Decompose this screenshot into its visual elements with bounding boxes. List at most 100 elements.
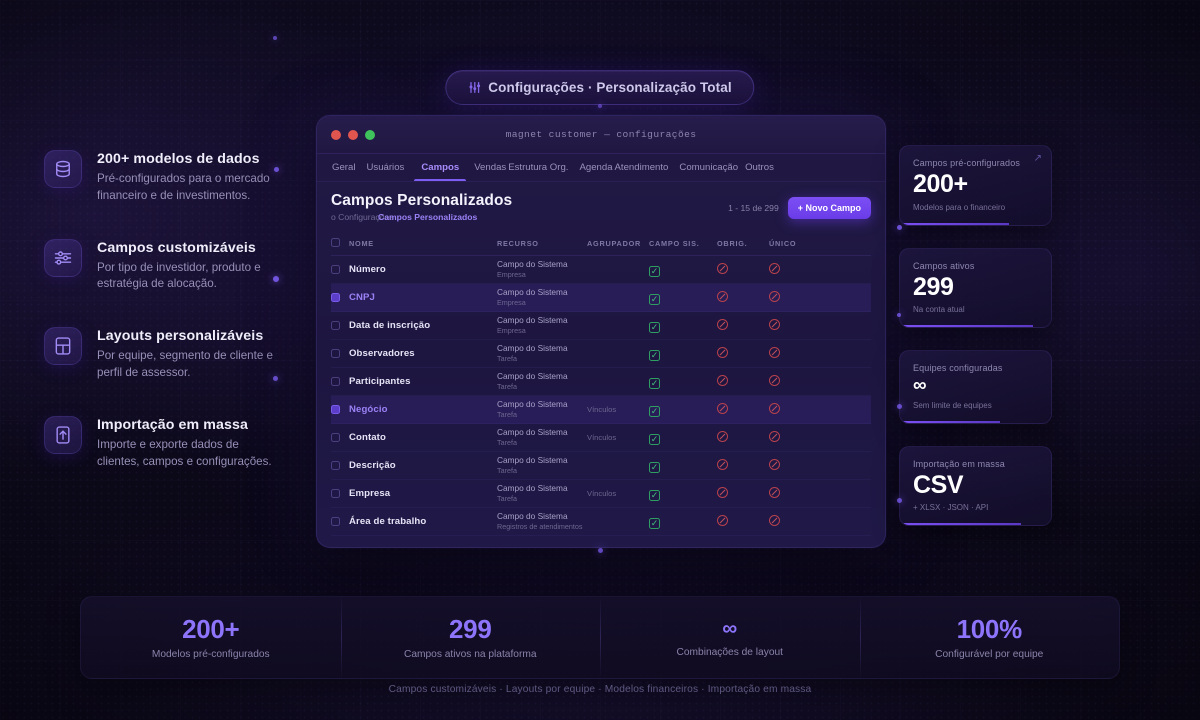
decorative-dot [897, 313, 901, 317]
row-checkbox[interactable] [331, 348, 340, 358]
table-row[interactable]: Empresa Campo do Sistema Tarefa Vínculos ✓ [331, 480, 871, 508]
row-checkbox[interactable] [331, 432, 340, 442]
field-campo-sistema-cell: ✓ [649, 401, 717, 419]
row-checkbox[interactable] [331, 516, 340, 526]
field-unico-cell [769, 373, 821, 391]
minimize-button[interactable] [348, 129, 358, 140]
stat-item: 100% Configurável por equipe [859, 594, 1120, 680]
field-resource-sub: Tarefa [497, 353, 517, 363]
campo-sistema-yes-icon: ✓ [649, 349, 660, 361]
add-field-button[interactable]: + Novo Campo [787, 197, 871, 219]
row-checkbox[interactable] [331, 404, 340, 414]
not-allowed-icon [717, 374, 728, 386]
row-checkbox[interactable] [331, 460, 340, 470]
not-allowed-icon [769, 262, 780, 274]
page-header-left: Campos Personalizados o Configurações Ca… [331, 192, 512, 223]
column-header-nome[interactable]: NOME [349, 239, 374, 248]
row-checkbox[interactable] [331, 376, 340, 386]
field-obrigatorio-cell [717, 457, 769, 475]
row-select-cell [331, 429, 349, 447]
field-name: Negócio [349, 404, 388, 415]
field-resource-sub: Registros de atendimentos [497, 521, 583, 531]
field-resource-sub: Tarefa [497, 381, 517, 391]
not-allowed-icon [769, 318, 780, 330]
decorative-dot [598, 104, 602, 108]
field-name: CNPJ [349, 292, 375, 303]
summary-stats-bar: 200+ Modelos pré-configurados 299 Campos… [80, 594, 1120, 680]
field-resource: Campo do Sistema Empresa [497, 288, 587, 307]
tab-atendimento[interactable]: Atendimento [614, 162, 669, 173]
row-checkbox[interactable] [331, 264, 340, 274]
close-button[interactable] [331, 129, 341, 140]
column-header-campo-sis[interactable]: CAMPO SIS. [649, 239, 700, 248]
field-obrigatorio-cell [717, 317, 769, 335]
decorative-dot [897, 498, 902, 503]
metric-card[interactable]: ↗ Campos pré-configurados 200+ Modelos p… [899, 145, 1052, 226]
not-allowed-icon [769, 290, 780, 302]
field-resource-sub: Empresa [497, 325, 526, 335]
metric-card-list: ↗ Campos pré-configurados 200+ Modelos p… [899, 145, 1052, 527]
tab-outros[interactable]: Outros [745, 162, 774, 173]
not-allowed-icon [717, 346, 728, 358]
table-row[interactable]: Área de trabalho Campo do Sistema Registro… [331, 508, 871, 536]
pagination-label: 1 - 15 de 299 [728, 203, 779, 213]
metric-card-sub: Modelos para o financeiro [913, 202, 1006, 212]
row-checkbox[interactable] [331, 488, 340, 498]
field-name: Área de trabalho [349, 516, 427, 527]
row-select-cell [331, 401, 349, 419]
field-resource-main: Campo do Sistema [497, 455, 568, 466]
stat-item: 299 Campos ativos na plataforma [340, 594, 601, 680]
maximize-button[interactable] [365, 129, 375, 140]
column-header-obrig[interactable]: OBRIG. [717, 239, 748, 248]
feature-title: Importação em massa [97, 416, 248, 433]
field-resource: Campo do Sistema Empresa [497, 316, 587, 335]
table-body: Número Campo do Sistema Empresa ✓ CNPJ Campo … [331, 256, 871, 536]
select-all-checkbox[interactable] [331, 238, 340, 247]
tab-agenda[interactable]: Agenda [579, 162, 613, 173]
stat-item: ∞ Combinações de layout [600, 597, 860, 678]
metric-card-value: 299 [913, 272, 954, 301]
sliders-icon [468, 81, 481, 94]
page-header: Campos Personalizados o Configurações Ca… [317, 182, 885, 231]
table-row[interactable]: Descrição Campo do Sistema Tarefa ✓ [331, 452, 871, 480]
field-resource: Campo do Sistema Tarefa [497, 456, 587, 475]
tab-geral[interactable]: Geral [332, 162, 356, 173]
campo-sistema-yes-icon: ✓ [649, 517, 660, 529]
tab-usuarios[interactable]: Usuários [366, 162, 405, 173]
column-header-recurso[interactable]: RECURSO [497, 239, 539, 248]
tab-comunicacao[interactable]: Comunicação [679, 162, 739, 173]
field-resource: Campo do Sistema Empresa [497, 260, 587, 279]
field-resource-main: Campo do Sistema [497, 511, 568, 522]
table-row[interactable]: Observadores Campo do Sistema Tarefa ✓ [331, 340, 871, 368]
feature-item: Importação em massa Importe e exporte da… [44, 415, 314, 471]
field-resource-sub: Empresa [497, 297, 526, 307]
field-resource: Campo do Sistema Registros de atendimento… [497, 512, 587, 531]
table-row[interactable]: Contato Campo do Sistema Tarefa Vínculos ✓ [331, 424, 871, 452]
field-resource: Campo do Sistema Tarefa [497, 428, 587, 447]
not-allowed-icon [769, 514, 780, 526]
column-header-unico[interactable]: ÚNICO [769, 239, 797, 248]
tab-campos[interactable]: Campos [414, 154, 467, 181]
not-allowed-icon [769, 374, 780, 386]
table-row[interactable]: CNPJ Campo do Sistema Empresa ✓ [331, 284, 871, 312]
table-row[interactable]: Data de inscrição Campo do Sistema Empresa… [331, 312, 871, 340]
metric-card[interactable]: Equipes configuradas ∞ Sem limite de equ… [899, 350, 1052, 424]
table-row[interactable]: Negócio Campo do Sistema Tarefa Vínculos ✓ [331, 396, 871, 424]
field-obrigatorio-cell [717, 289, 769, 307]
stat-label: Configurável por equipe [935, 649, 1044, 661]
metric-card[interactable]: Importação em massa CSV + XLSX · JSON · … [899, 445, 1052, 527]
not-allowed-icon [717, 402, 728, 414]
tab-estrutura-org[interactable]: Estrutura Org. [508, 162, 569, 173]
metric-card-value: 200+ [913, 170, 968, 198]
table-row[interactable]: Número Campo do Sistema Empresa ✓ [331, 256, 871, 284]
feature-desc: Por equipe, segmento de cliente e perfil… [97, 349, 273, 380]
row-checkbox[interactable] [331, 320, 340, 330]
field-resource-sub: Tarefa [497, 409, 517, 419]
metric-card[interactable]: Campos ativos 299 Na conta atual [899, 247, 1052, 328]
row-checkbox[interactable] [331, 292, 340, 302]
column-header-agrupador[interactable]: AGRUPADOR [587, 239, 642, 248]
sliders-icon [44, 238, 82, 277]
row-select-cell [331, 513, 349, 531]
table-row[interactable]: Participantes Campo do Sistema Tarefa ✓ [331, 368, 871, 396]
tab-vendas[interactable]: Vendas [474, 162, 507, 173]
